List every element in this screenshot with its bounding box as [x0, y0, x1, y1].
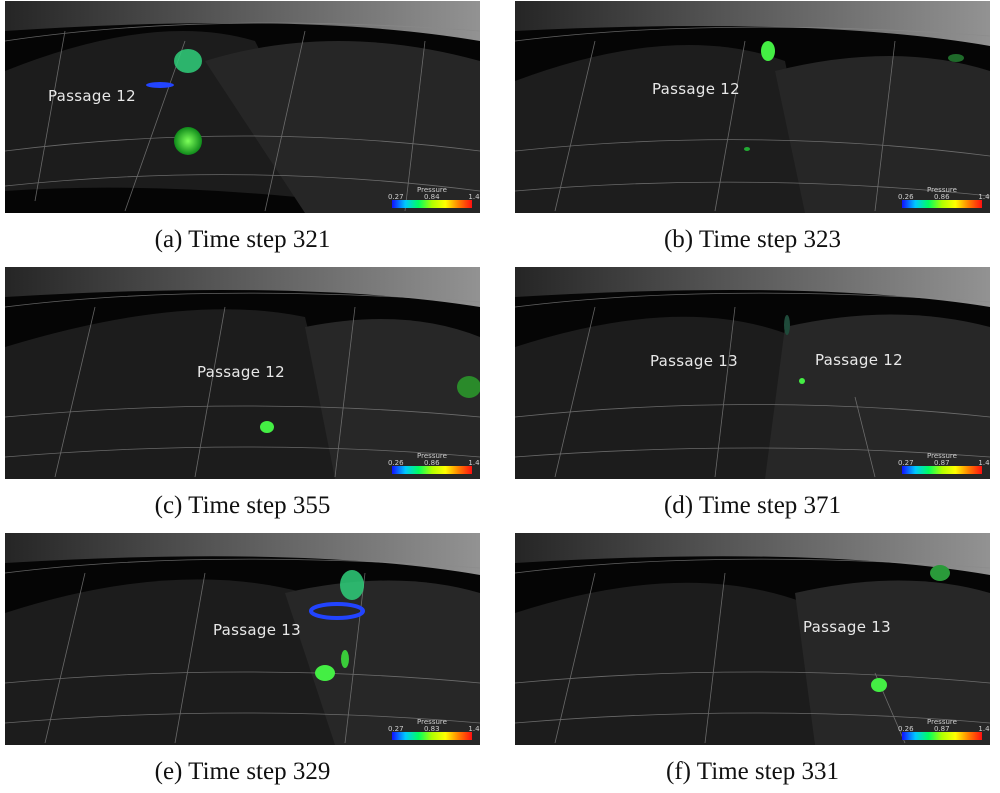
- pressure-legend: Pressure 0.26 0.87 1.48: [898, 718, 990, 740]
- vortex-blob: [744, 147, 750, 151]
- panel-b: Passage 12 Pressure 0.26 0.86 1.46: [515, 1, 990, 213]
- caption-a: (a) Time step 321: [154, 226, 331, 253]
- panel-e: Passage 13 Pressure 0.27 0.83 1.46: [5, 533, 480, 745]
- vortex-blob: [799, 378, 805, 384]
- blade-render-e: [5, 533, 480, 745]
- caption-c: (c) Time step 355: [154, 492, 331, 519]
- legend-colorbar: [392, 732, 472, 740]
- legend-min: 0.27: [898, 459, 914, 467]
- vortex-blob: [761, 41, 775, 61]
- panel-d: Passage 13 Passage 12 Pressure 0.27 0.87…: [515, 267, 990, 479]
- pressure-legend: Pressure 0.26 0.86 1.46: [388, 452, 480, 474]
- legend-mid: 0.86: [424, 459, 440, 467]
- legend-max: 1.48: [978, 725, 990, 733]
- vortex-blob: [784, 315, 790, 335]
- vortex-blob: [315, 665, 335, 681]
- legend-min: 0.27: [388, 193, 404, 201]
- legend-mid: 0.83: [424, 725, 440, 733]
- legend-min: 0.26: [898, 193, 914, 201]
- vortex-blob: [871, 678, 887, 692]
- blade-render-d: [515, 267, 990, 479]
- legend-colorbar: [902, 466, 982, 474]
- legend-min: 0.26: [388, 459, 404, 467]
- legend-title: Pressure: [927, 186, 957, 194]
- vortex-blob: [930, 565, 950, 581]
- vortex-blob: [457, 376, 480, 398]
- caption-d: (d) Time step 371: [663, 492, 842, 519]
- legend-mid: 0.84: [424, 193, 440, 201]
- blade-render-c: [5, 267, 480, 479]
- vortex-blob: [260, 421, 274, 433]
- caption-b: (b) Time step 323: [663, 226, 842, 253]
- vortex-blob: [174, 49, 202, 73]
- pressure-legend: Pressure 0.27 0.87 1.46: [898, 452, 990, 474]
- legend-title: Pressure: [417, 718, 447, 726]
- vortex-blob: [948, 54, 964, 62]
- vortex-blob: [309, 602, 365, 620]
- legend-max: 1.46: [468, 193, 480, 201]
- legend-mid: 0.86: [934, 193, 950, 201]
- legend-colorbar: [392, 466, 472, 474]
- legend-colorbar: [902, 732, 982, 740]
- vortex-blob: [340, 570, 364, 600]
- panel-c: Passage 12 Pressure 0.26 0.86 1.46: [5, 267, 480, 479]
- legend-max: 1.46: [978, 459, 990, 467]
- legend-colorbar: [392, 200, 472, 208]
- legend-max: 1.46: [468, 459, 480, 467]
- legend-min: 0.27: [388, 725, 404, 733]
- legend-max: 1.46: [468, 725, 480, 733]
- blade-render-f: [515, 533, 990, 745]
- pressure-legend: Pressure 0.26 0.86 1.46: [898, 186, 990, 208]
- blade-render-a: [5, 1, 480, 213]
- passage-label: Passage 12: [197, 363, 285, 381]
- legend-title: Pressure: [417, 452, 447, 460]
- legend-title: Pressure: [927, 452, 957, 460]
- legend-mid: 0.87: [934, 725, 950, 733]
- panel-a: Passage 12 Pressure 0.27 0.84 1.46: [5, 1, 480, 213]
- legend-mid: 0.87: [934, 459, 950, 467]
- pressure-legend: Pressure 0.27 0.84 1.46: [388, 186, 480, 208]
- passage-label: Passage 13: [213, 621, 301, 639]
- vortex-blob: [174, 127, 202, 155]
- pressure-legend: Pressure 0.27 0.83 1.46: [388, 718, 480, 740]
- blade-render-b: [515, 1, 990, 213]
- passage-label: Passage 13: [650, 352, 738, 370]
- caption-e: (e) Time step 329: [154, 758, 331, 785]
- vortex-blob: [341, 650, 349, 668]
- caption-f: (f) Time step 331: [666, 758, 839, 785]
- legend-colorbar: [902, 200, 982, 208]
- passage-label: Passage 13: [803, 618, 891, 636]
- legend-min: 0.26: [898, 725, 914, 733]
- legend-max: 1.46: [978, 193, 990, 201]
- panel-f: Passage 13 Pressure 0.26 0.87 1.48: [515, 533, 990, 745]
- passage-label: Passage 12: [815, 351, 903, 369]
- vortex-blob: [146, 82, 174, 88]
- legend-title: Pressure: [417, 186, 447, 194]
- passage-label: Passage 12: [48, 87, 136, 105]
- legend-title: Pressure: [927, 718, 957, 726]
- passage-label: Passage 12: [652, 80, 740, 98]
